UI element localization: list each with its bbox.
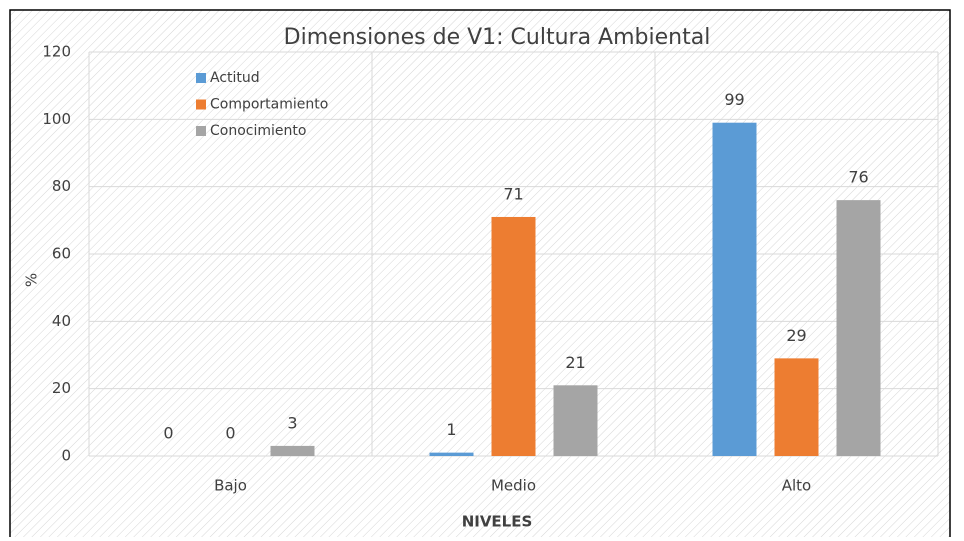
legend-swatch — [196, 126, 206, 136]
x-tick-label: Alto — [782, 477, 812, 495]
bar — [712, 122, 757, 456]
x-tick-label: Medio — [491, 477, 536, 495]
data-label: 1 — [446, 420, 456, 439]
bar — [429, 452, 474, 456]
data-label: 76 — [848, 168, 868, 187]
y-tick-label: 0 — [61, 447, 71, 465]
legend-swatch — [196, 99, 206, 110]
y-tick-label: 20 — [52, 379, 71, 397]
data-label: 99 — [724, 90, 744, 109]
bar — [491, 216, 536, 456]
chart-title: Dimensiones de V1: Cultura Ambiental — [284, 25, 711, 50]
y-tick-label: 60 — [52, 245, 71, 263]
y-tick-label: 40 — [52, 312, 71, 330]
data-label: 29 — [786, 326, 806, 345]
data-label: 0 — [225, 424, 235, 443]
data-label: 3 — [287, 413, 297, 432]
legend-label: Actitud — [210, 70, 260, 86]
data-label: 21 — [565, 353, 585, 372]
data-label: 71 — [503, 184, 523, 203]
y-tick-label: 80 — [52, 177, 71, 195]
chart-frame — [9, 9, 951, 541]
y-tick-label: 100 — [42, 110, 71, 128]
x-tick-label: Bajo — [214, 477, 247, 495]
bar — [836, 200, 881, 456]
bar — [774, 358, 819, 456]
bar — [270, 445, 315, 456]
y-tick-label: 120 — [42, 43, 71, 61]
data-label: 0 — [163, 424, 173, 443]
bar — [553, 385, 598, 456]
x-axis-label: NIVELES — [462, 513, 533, 531]
legend-label: Conocimiento — [210, 123, 306, 139]
legend-label: Comportamiento — [210, 97, 328, 113]
legend-swatch — [196, 73, 206, 83]
y-axis-label: % — [23, 273, 41, 287]
